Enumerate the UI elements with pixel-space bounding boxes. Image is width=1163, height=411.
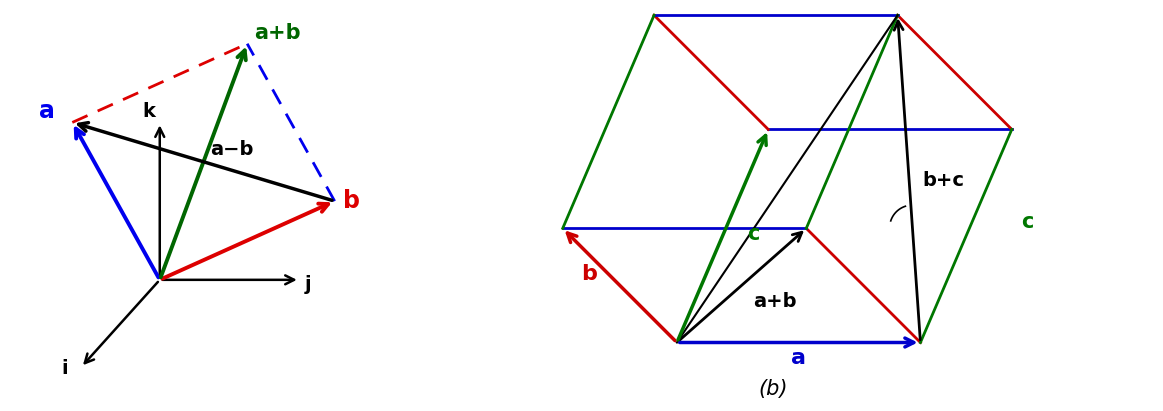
Text: b+c: b+c — [922, 171, 965, 190]
Text: a−b: a−b — [211, 140, 254, 159]
Text: b: b — [582, 264, 598, 284]
Text: k: k — [142, 102, 155, 121]
Text: a+b: a+b — [255, 23, 301, 43]
Text: j: j — [305, 275, 312, 294]
Text: a: a — [40, 99, 55, 123]
Text: c: c — [747, 224, 759, 244]
Text: (b): (b) — [758, 379, 787, 399]
Text: b: b — [343, 189, 361, 213]
Text: i: i — [62, 359, 69, 378]
Text: c: c — [1021, 212, 1033, 232]
Text: a+b: a+b — [752, 292, 797, 311]
Text: a: a — [791, 348, 806, 368]
